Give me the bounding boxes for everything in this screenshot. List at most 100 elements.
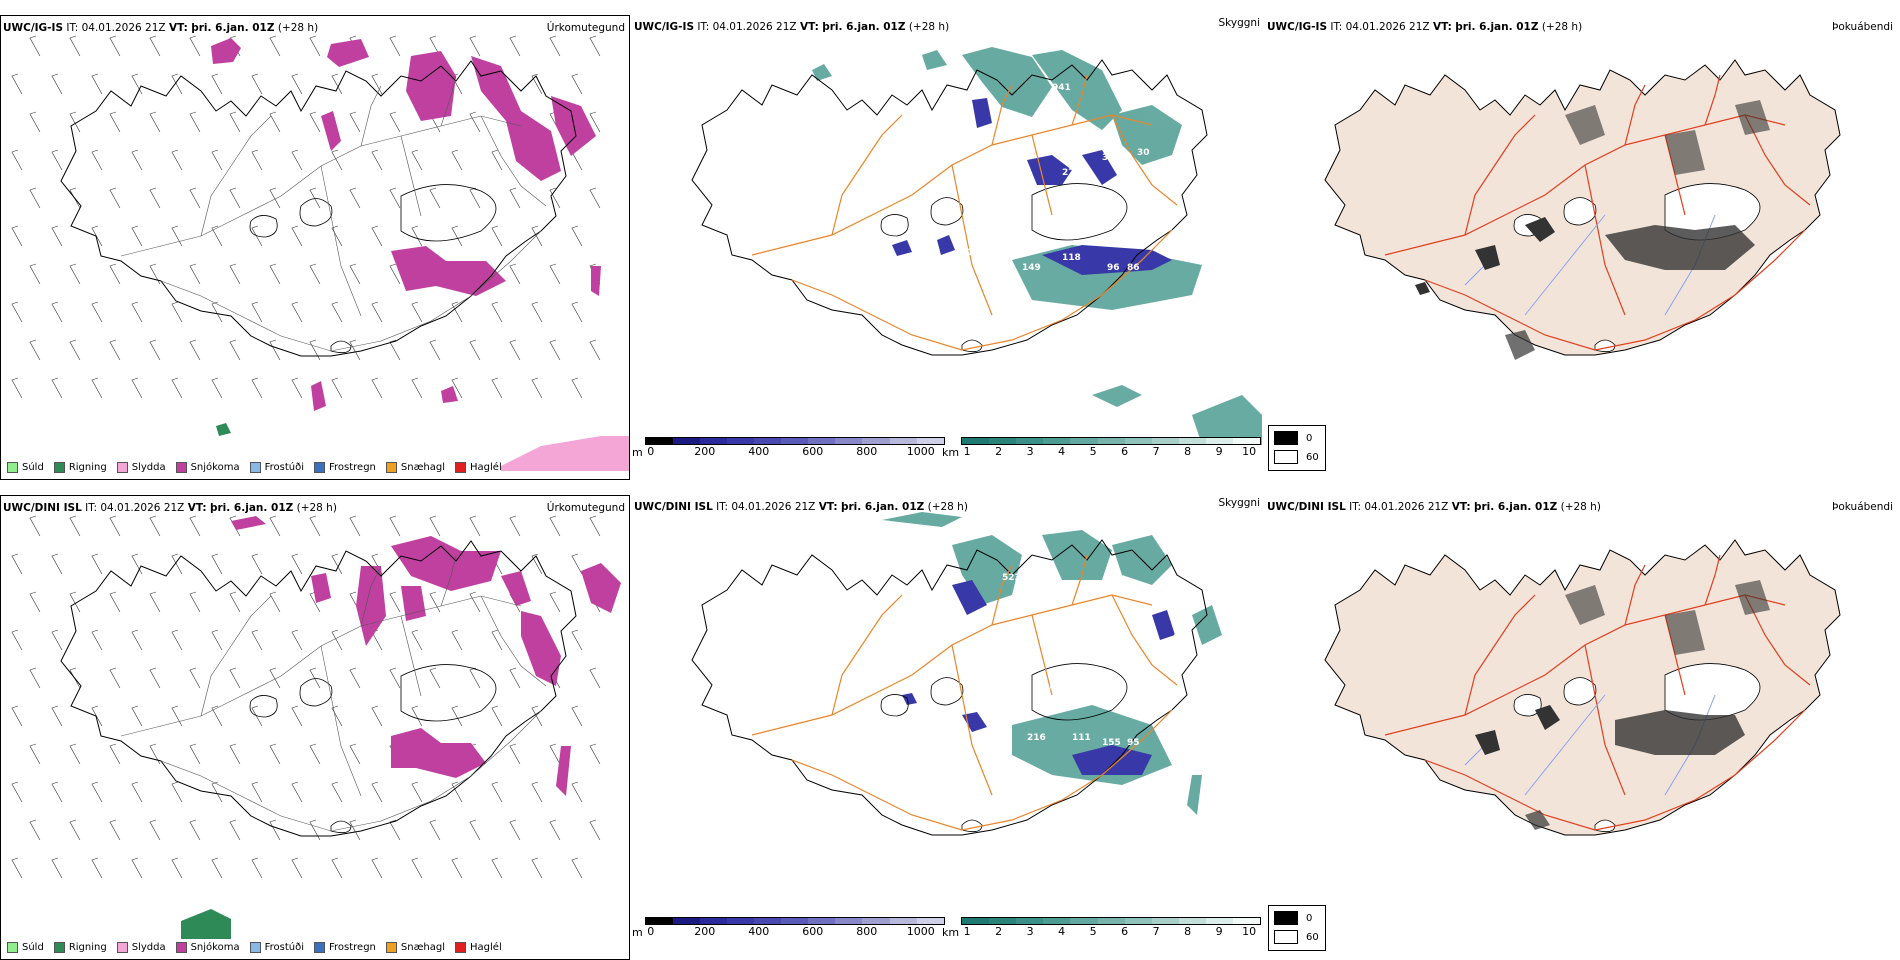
colorbar-tick-label: 5: [1089, 445, 1097, 458]
wind-barb: [469, 591, 481, 613]
legend-label: Súld: [22, 462, 44, 473]
wind-barb: [291, 225, 303, 247]
wind-barb: [109, 187, 121, 209]
wind-barb: [331, 781, 343, 803]
colorbar-cell: [1233, 438, 1261, 444]
wind-barb: [171, 301, 183, 323]
panel-title: UWC/DINI ISL IT: 04.01.2026 21Z VT: þri.…: [1267, 501, 1601, 513]
wind-barb: [29, 35, 41, 57]
legend-item: Slydda: [116, 462, 166, 473]
ceiling-value-label: 73: [1007, 653, 1020, 663]
wind-barb: [429, 819, 441, 841]
wind-barb: [229, 339, 241, 361]
wind-barb: [229, 187, 241, 209]
wind-barb: [571, 857, 583, 879]
low-visibility-areas: [882, 512, 1222, 815]
wind-barb: [429, 667, 441, 689]
ceiling-labels: 523 295 25 186 463 236 144 73 56 12 216 111 155 95 31: [977, 573, 1191, 768]
ceiling-value-label: 118: [1062, 253, 1081, 263]
wind-barb: [389, 819, 401, 841]
wind-barb: [11, 553, 23, 575]
wind-barb: [269, 187, 281, 209]
colorbar-cell: [916, 918, 944, 924]
wind-barb: [69, 35, 81, 57]
wind-barb: [29, 667, 41, 689]
wind-barb: [349, 263, 361, 285]
wind-barb: [109, 591, 121, 613]
wind-barb: [451, 225, 463, 247]
wind-barb: [411, 225, 423, 247]
wind-barb: [309, 743, 321, 765]
wind-barb: [251, 377, 263, 399]
wind-barb: [571, 225, 583, 247]
wind-barb: [211, 301, 223, 323]
wind-barb: [389, 111, 401, 133]
wind-barb: [149, 515, 161, 537]
wind-barb: [69, 591, 81, 613]
colorbar-cell: [1178, 918, 1206, 924]
fog-legend-swatch: [1274, 450, 1298, 464]
wind-barb: [189, 339, 201, 361]
wind-barb: [451, 705, 463, 727]
visibility-colorbar: km 1 2 3 4 5 6 7 8 9 10: [942, 437, 1262, 459]
legend-swatch: [175, 462, 187, 473]
wind-barb: [251, 301, 263, 323]
colorbar-tick-label: 600: [802, 445, 824, 458]
precip-legend: Súld Rigning Slydda Snjókoma Frostúði Frostre…: [7, 942, 502, 953]
colorbar-cell: [862, 918, 890, 924]
wind-barb: [549, 35, 561, 57]
wind-barb: [251, 629, 263, 651]
wind-barb: [51, 629, 63, 651]
wind-barb: [229, 667, 241, 689]
legend-swatch: [53, 462, 65, 473]
wind-barb: [491, 781, 503, 803]
wind-barb: [291, 73, 303, 95]
wind-barb: [371, 857, 383, 879]
wind-barb: [549, 591, 561, 613]
wind-barb: [189, 263, 201, 285]
coastline: [691, 539, 1208, 836]
ceiling-value-label: 16: [1087, 218, 1100, 228]
wind-barb: [211, 225, 223, 247]
wind-barb: [251, 781, 263, 803]
colorbar-tick-label: 6: [1121, 445, 1129, 458]
colorbar-cell: [1043, 438, 1071, 444]
colorbar-tick-label: 1000: [906, 925, 935, 938]
precip-legend: Súld Rigning Slydda Snjókoma Frostúði Frostre…: [7, 462, 502, 473]
legend-swatch: [53, 942, 65, 953]
colorbar-cell: [1151, 918, 1179, 924]
fog-legend-swatch: [1274, 431, 1298, 445]
fog-dark-areas: [1475, 580, 1770, 830]
colorbar-tick-label: 7: [1152, 445, 1160, 458]
colorbar-cell: [1097, 918, 1125, 924]
low-visibility-areas: [812, 47, 1262, 445]
wind-barb: [309, 263, 321, 285]
colorbar-tick-label: 200: [694, 445, 716, 458]
wind-barb: [531, 301, 543, 323]
wind-barb: [269, 743, 281, 765]
ceiling-value-label: 463: [1172, 633, 1191, 643]
colorbar-cell: [862, 438, 890, 444]
ceiling-value-label: 19: [992, 183, 1005, 193]
colorbar-cell: [1233, 918, 1261, 924]
wind-barb: [571, 73, 583, 95]
wind-barb: [531, 705, 543, 727]
panel-title: UWC/IG-IS IT: 04.01.2026 21Z VT: þri. 6.…: [634, 21, 950, 33]
fog-legend-swatch: [1274, 911, 1298, 925]
wind-barb: [531, 857, 543, 879]
ceiling-value-label: 295: [1087, 583, 1106, 593]
fog-legend-label: 60: [1306, 931, 1319, 943]
wind-barb: [309, 515, 321, 537]
legend-swatch: [385, 942, 397, 953]
colorbar-cell: [1016, 918, 1044, 924]
wind-barb: [491, 377, 503, 399]
wind-barb: [309, 819, 321, 841]
wind-barb: [349, 743, 361, 765]
wind-barb: [189, 515, 201, 537]
ceiling-value-label: 110: [1032, 243, 1051, 253]
wind-barb: [491, 705, 503, 727]
wind-barb: [109, 35, 121, 57]
colorbar-cell: [1124, 438, 1152, 444]
wind-barb: [291, 301, 303, 323]
wind-barb: [51, 301, 63, 323]
